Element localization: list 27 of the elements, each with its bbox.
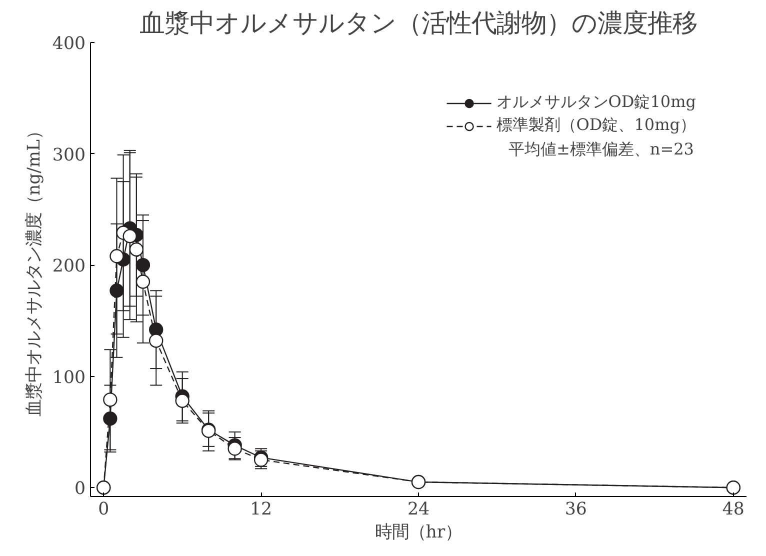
- y-tick-label: 0: [74, 479, 86, 500]
- point: [122, 229, 137, 244]
- x-axis-title: 時間（hr）: [374, 522, 462, 542]
- point: [228, 442, 242, 456]
- y-tick-label: 100: [52, 368, 86, 388]
- legend-label: 標準製剤（OD錠、10mg）: [496, 115, 696, 136]
- legend-label: オルメサルタンOD錠10mg: [496, 92, 696, 113]
- y-tick-label: 200: [52, 256, 86, 277]
- chart-title: 血漿中オルメサルタン（活性代謝物）の濃度推移: [140, 8, 698, 38]
- x-tick-label: 36: [564, 500, 587, 520]
- y-axis-title: 血漿中オルメサルタン濃度（ng/mL）: [24, 122, 44, 417]
- point: [175, 394, 190, 408]
- x-tick-label: 24: [407, 500, 430, 520]
- x-tick-label: 48: [722, 500, 744, 520]
- point: [103, 392, 118, 407]
- point: [110, 249, 124, 264]
- point: [129, 242, 144, 257]
- y-tick-label: 400: [52, 34, 86, 54]
- y-tick-label: 300: [52, 145, 86, 166]
- annotation: 平均値±標準偏差、n=23: [508, 140, 694, 158]
- point: [136, 258, 150, 272]
- x-tick-label: 0: [98, 500, 110, 520]
- point: [149, 334, 164, 348]
- point: [110, 284, 124, 298]
- x-tick-label: 12: [250, 500, 272, 520]
- point: [136, 274, 150, 289]
- point: [103, 412, 118, 426]
